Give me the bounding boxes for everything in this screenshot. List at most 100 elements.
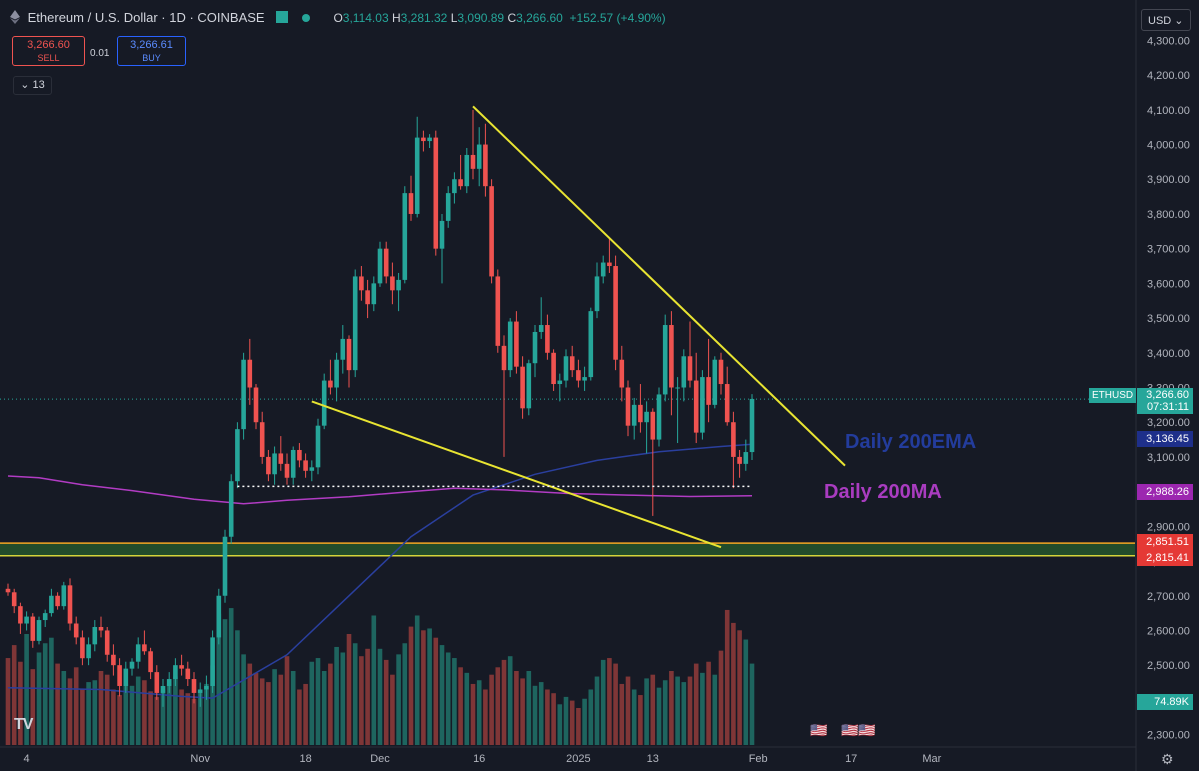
candle-body bbox=[396, 279, 401, 291]
x-tick-label: 2025 bbox=[566, 753, 590, 765]
volume-bar bbox=[402, 643, 408, 745]
volume-bar bbox=[452, 658, 457, 745]
x-tick-label: 18 bbox=[299, 753, 311, 765]
volume-bar bbox=[92, 680, 98, 745]
trendline-falling-resistance bbox=[472, 105, 846, 467]
candle-body bbox=[210, 637, 215, 686]
candle-body bbox=[328, 380, 333, 388]
candle-body bbox=[563, 356, 569, 381]
candle-body bbox=[681, 356, 687, 388]
candle-body bbox=[619, 359, 625, 388]
candle-body bbox=[247, 359, 253, 388]
volume-bar bbox=[545, 689, 550, 745]
volume-bar bbox=[352, 643, 358, 745]
y-tick-label: 4,300.00 bbox=[1147, 35, 1190, 47]
volume-bar bbox=[247, 663, 253, 745]
candle-body bbox=[222, 536, 228, 596]
volume-bar bbox=[520, 678, 525, 745]
volume-bar bbox=[408, 626, 414, 745]
settings-gear-icon[interactable]: ⚙ bbox=[1161, 751, 1174, 767]
volume-bar bbox=[340, 652, 346, 745]
volume-bar bbox=[737, 630, 742, 745]
x-tick-label: Mar bbox=[922, 753, 941, 765]
candle-body bbox=[86, 644, 91, 659]
volume-bar bbox=[625, 676, 631, 745]
volume-bar bbox=[514, 671, 519, 745]
candle-body bbox=[18, 606, 23, 624]
y-tick-label: 3,200.00 bbox=[1147, 417, 1190, 429]
candle-body bbox=[228, 481, 234, 537]
volume-bar bbox=[501, 659, 507, 745]
support-high-tag: 2,851.51 bbox=[1137, 534, 1193, 550]
candle-body bbox=[266, 456, 271, 475]
y-tick-label: 3,400.00 bbox=[1147, 348, 1190, 360]
volume-bar bbox=[55, 663, 60, 745]
candle-body bbox=[489, 186, 494, 277]
volume-bar bbox=[303, 683, 308, 745]
candle-body bbox=[117, 665, 122, 686]
candle-body bbox=[675, 387, 680, 389]
volume-bar bbox=[433, 637, 439, 745]
candle-body bbox=[204, 685, 209, 690]
candle-body bbox=[315, 425, 321, 468]
volume-bar bbox=[538, 682, 544, 745]
volume-bar bbox=[569, 700, 575, 745]
volume-bar bbox=[73, 667, 79, 745]
candle-body bbox=[644, 411, 649, 423]
candle-body bbox=[650, 411, 656, 440]
volume-bar bbox=[173, 676, 178, 745]
volume-bar bbox=[421, 630, 426, 745]
volume-bar bbox=[383, 659, 389, 745]
candle-body bbox=[359, 276, 364, 291]
candle-body bbox=[179, 665, 184, 669]
volume-bar bbox=[656, 687, 662, 745]
y-tick-label: 3,500.00 bbox=[1147, 313, 1190, 325]
volume-bar bbox=[259, 678, 265, 745]
candle-body bbox=[241, 359, 246, 430]
y-tick-label: 3,900.00 bbox=[1147, 174, 1190, 186]
y-tick-label: 4,200.00 bbox=[1147, 70, 1190, 82]
candle-body bbox=[278, 453, 284, 464]
x-tick-label: Dec bbox=[370, 753, 390, 765]
candle-body bbox=[390, 276, 395, 291]
y-tick-label: 2,900.00 bbox=[1147, 521, 1190, 533]
candle-body bbox=[11, 592, 17, 607]
buy-button[interactable]: 3,266.61 BUY bbox=[117, 36, 186, 66]
flag-icon[interactable] bbox=[276, 11, 289, 23]
candle-body bbox=[576, 370, 581, 381]
event-icon-group-2[interactable]: 🇺🇸🇺🇸 bbox=[841, 722, 876, 738]
currency-select[interactable]: USD ⌄ bbox=[1141, 9, 1191, 31]
candle-body bbox=[501, 345, 507, 371]
volume-bar bbox=[576, 708, 581, 745]
candle-body bbox=[191, 679, 197, 693]
candle-body bbox=[148, 651, 153, 673]
volume-bar bbox=[197, 691, 203, 745]
volume-bar bbox=[191, 698, 197, 745]
candle-body bbox=[514, 321, 519, 367]
volume-bar bbox=[5, 658, 11, 745]
ma-annotation: Daily 200MA bbox=[824, 481, 942, 503]
y-tick-label: 2,600.00 bbox=[1147, 625, 1190, 637]
volume-bar bbox=[712, 674, 718, 745]
volume-bar bbox=[631, 689, 637, 745]
tradingview-logo[interactable]: TV bbox=[14, 716, 33, 733]
event-icon-group-1[interactable]: 🇺🇸 bbox=[810, 722, 828, 738]
candle-body bbox=[49, 595, 54, 614]
volume-bar bbox=[123, 683, 129, 745]
symbol-title[interactable]: Ethereum / U.S. Dollar · 1D · COINBASE bbox=[27, 10, 265, 25]
volume-bar bbox=[414, 615, 420, 745]
candle-body bbox=[569, 356, 575, 371]
volume-bar bbox=[662, 680, 668, 745]
candle-body bbox=[706, 377, 711, 405]
candle-body bbox=[743, 452, 749, 464]
y-tick-label: 2,500.00 bbox=[1147, 660, 1190, 672]
indicators-toggle[interactable]: ⌄ 13 bbox=[13, 76, 52, 95]
sell-button[interactable]: 3,266.60 SELL bbox=[12, 36, 85, 66]
volume-bar bbox=[148, 691, 153, 745]
volume-bar bbox=[470, 683, 476, 745]
volume-bar bbox=[49, 637, 54, 745]
candle-body bbox=[42, 613, 48, 621]
volume-bar bbox=[11, 645, 17, 745]
